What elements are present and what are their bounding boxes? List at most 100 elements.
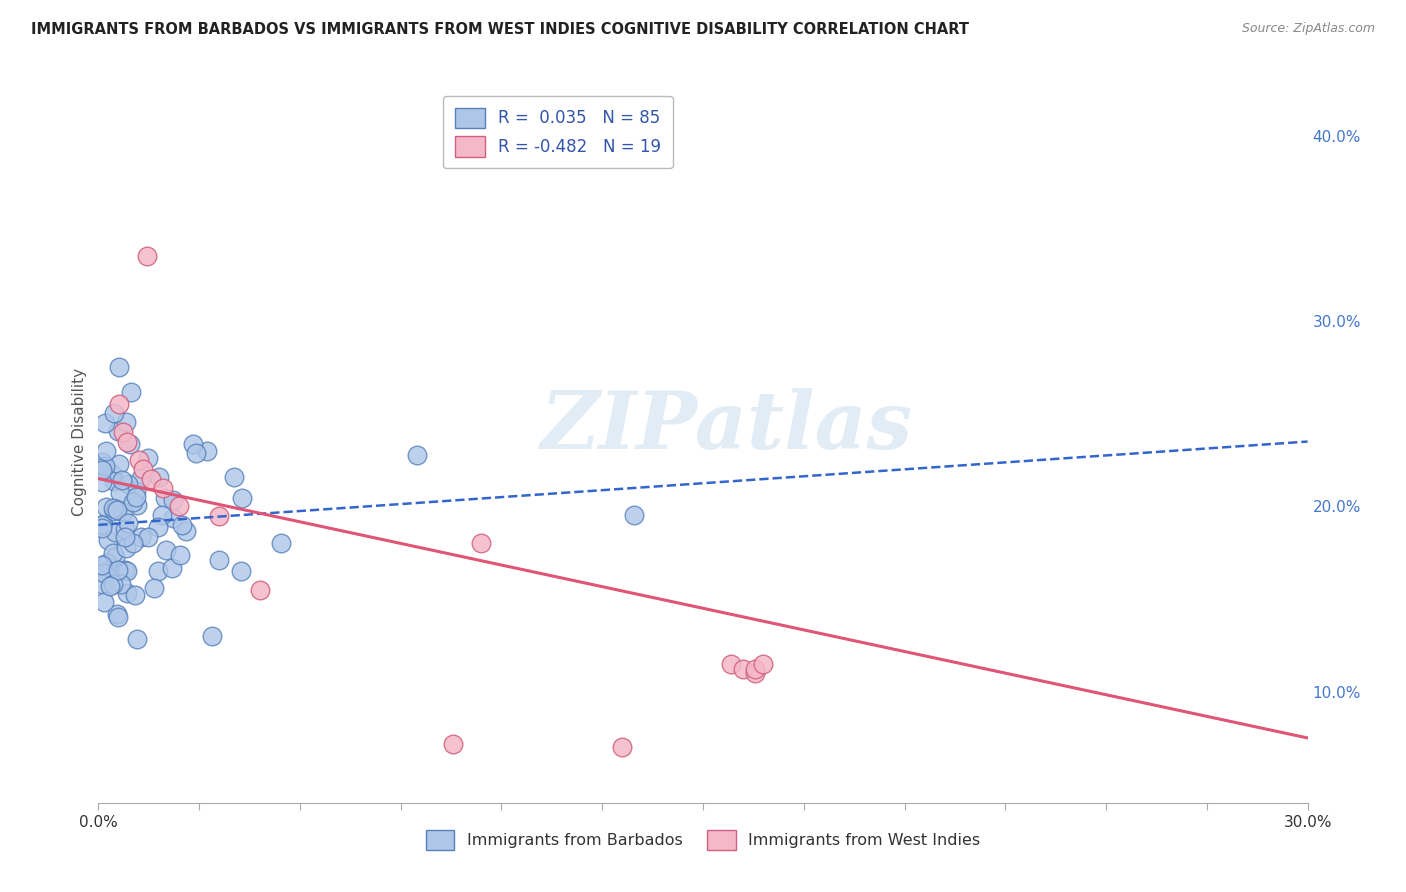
Point	[744, 666, 766, 681]
Point	[94, 416, 117, 430]
Point	[229, 564, 252, 578]
Point	[186, 446, 208, 460]
Point	[91, 475, 114, 490]
Point	[136, 530, 159, 544]
Point	[125, 499, 148, 513]
Point	[125, 483, 148, 498]
Point	[93, 566, 115, 580]
Point	[91, 455, 114, 469]
Point	[115, 541, 138, 555]
Point	[153, 491, 176, 505]
Point	[114, 530, 136, 544]
Point	[100, 579, 122, 593]
Point	[406, 448, 429, 462]
Point	[146, 564, 169, 578]
Point	[224, 470, 246, 484]
Point	[132, 462, 155, 476]
Point	[107, 360, 129, 375]
Point	[270, 536, 292, 550]
Point	[107, 397, 129, 411]
Point	[249, 582, 271, 597]
Point	[94, 459, 117, 474]
Point	[103, 474, 125, 488]
Point	[125, 632, 148, 646]
Point	[114, 522, 136, 536]
Point	[135, 249, 157, 263]
Y-axis label: Cognitive Disability: Cognitive Disability	[72, 368, 87, 516]
Point	[131, 471, 153, 485]
Point	[96, 500, 118, 514]
Point	[115, 564, 138, 578]
Point	[162, 510, 184, 524]
Point	[162, 561, 184, 575]
Point	[148, 520, 170, 534]
Point	[105, 501, 128, 516]
Point	[139, 472, 162, 486]
Point	[744, 662, 766, 676]
Point	[155, 543, 177, 558]
Point	[112, 505, 135, 519]
Point	[128, 453, 150, 467]
Point	[101, 501, 124, 516]
Point	[138, 450, 160, 465]
Point	[115, 434, 138, 449]
Point	[111, 425, 134, 440]
Point	[720, 657, 742, 671]
Point	[94, 566, 117, 580]
Point	[231, 491, 253, 506]
Point	[108, 457, 131, 471]
Text: ZIPatlas: ZIPatlas	[541, 388, 914, 466]
Point	[107, 563, 129, 577]
Point	[105, 607, 128, 621]
Point	[148, 469, 170, 483]
Point	[150, 508, 173, 523]
Point	[162, 493, 184, 508]
Point	[104, 550, 127, 565]
Point	[91, 516, 114, 531]
Point	[103, 406, 125, 420]
Point	[172, 518, 194, 533]
Point	[100, 467, 122, 481]
Point	[120, 384, 142, 399]
Point	[125, 490, 148, 504]
Point	[97, 533, 120, 548]
Point	[167, 500, 190, 514]
Point	[117, 476, 139, 491]
Point	[195, 444, 218, 458]
Point	[752, 657, 775, 671]
Point	[91, 521, 114, 535]
Point	[124, 588, 146, 602]
Point	[114, 563, 136, 577]
Point	[91, 558, 114, 573]
Point	[103, 504, 125, 518]
Point	[208, 552, 231, 566]
Point	[152, 481, 174, 495]
Point	[114, 415, 136, 429]
Point	[94, 443, 117, 458]
Text: IMMIGRANTS FROM BARBADOS VS IMMIGRANTS FROM WEST INDIES COGNITIVE DISABILITY COR: IMMIGRANTS FROM BARBADOS VS IMMIGRANTS F…	[31, 22, 969, 37]
Point	[208, 508, 231, 523]
Point	[117, 516, 139, 531]
Point	[107, 609, 129, 624]
Point	[91, 463, 114, 477]
Point	[169, 549, 191, 563]
Point	[120, 437, 142, 451]
Point	[733, 662, 755, 676]
Point	[201, 629, 224, 643]
Text: Source: ZipAtlas.com: Source: ZipAtlas.com	[1241, 22, 1375, 36]
Point	[91, 518, 114, 533]
Point	[181, 437, 204, 451]
Point	[441, 737, 464, 751]
Point	[105, 502, 128, 516]
Point	[101, 546, 124, 560]
Point	[121, 495, 143, 509]
Legend: Immigrants from Barbados, Immigrants from West Indies: Immigrants from Barbados, Immigrants fro…	[419, 824, 987, 856]
Point	[122, 536, 145, 550]
Point	[101, 577, 124, 591]
Point	[612, 740, 634, 755]
Point	[174, 524, 197, 539]
Point	[107, 424, 129, 438]
Point	[104, 525, 127, 540]
Point	[131, 531, 153, 545]
Point	[470, 536, 492, 550]
